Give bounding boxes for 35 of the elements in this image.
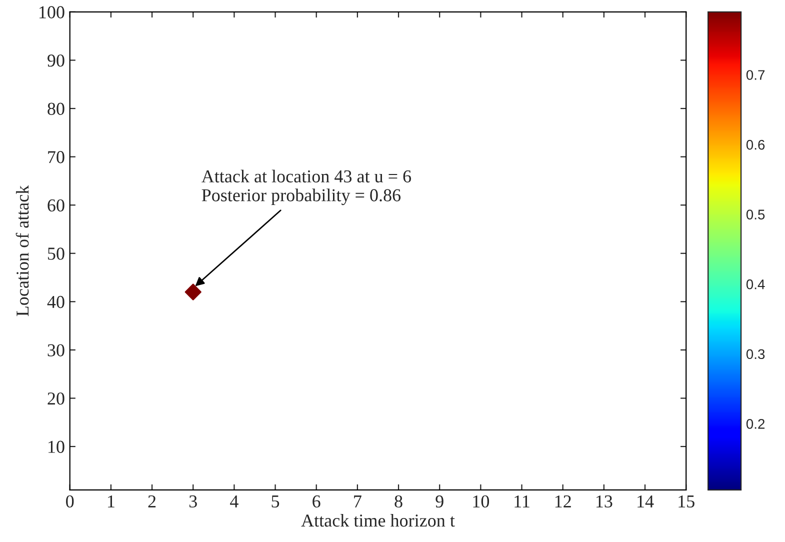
y-tick-label: 10 [48, 440, 64, 453]
x-tick-label: 12 [555, 495, 571, 508]
x-tick-label: 0 [66, 495, 74, 508]
x-tick-label: 7 [354, 496, 362, 508]
x-tick-label: 13 [596, 495, 612, 508]
x-tick-label: 15 [678, 495, 694, 508]
y-tick-label: 50 [48, 248, 64, 260]
color-bar-label: 0.6 [746, 140, 765, 150]
x-tick-label: 14 [638, 495, 654, 508]
color-bar-label: 0.7 [746, 70, 765, 80]
y-axis-title: Location of attack [16, 185, 29, 316]
x-tick-label: 10 [473, 495, 490, 508]
x-tick-label: 6 [312, 495, 320, 508]
color-bar-label: 0.3 [746, 349, 765, 360]
y-tick-label: 90 [48, 54, 64, 67]
x-tick-label: 9 [436, 495, 444, 508]
y-tick-label: 20 [48, 392, 64, 405]
x-tick-label: 3 [189, 495, 197, 508]
y-tick-label: 70 [48, 151, 64, 164]
x-tick-label: 8 [394, 495, 402, 508]
x-tick-label: 2 [148, 495, 156, 508]
x-tick-label: 1 [108, 495, 114, 508]
color-bar-label: 0.4 [746, 279, 765, 290]
x-tick-label: 4 [230, 495, 238, 508]
color-bar-label: 0.5 [746, 210, 765, 220]
annotation: Attack at location 43 at u = 6 Posterior probability = 0.86 [202, 170, 412, 206]
y-tick-label: 30 [48, 344, 64, 356]
x-tick-label: 5 [272, 496, 280, 508]
y-tick-label: 100 [40, 6, 64, 18]
y-tick-label: 80 [48, 102, 64, 115]
x-tick-label: 11 [514, 495, 530, 508]
x-axis-title: Attack time horizon t [301, 514, 455, 527]
y-tick-label: 60 [48, 199, 64, 212]
y-tick-label: 40 [47, 296, 64, 308]
color-bar-label: 0.2 [746, 419, 765, 429]
